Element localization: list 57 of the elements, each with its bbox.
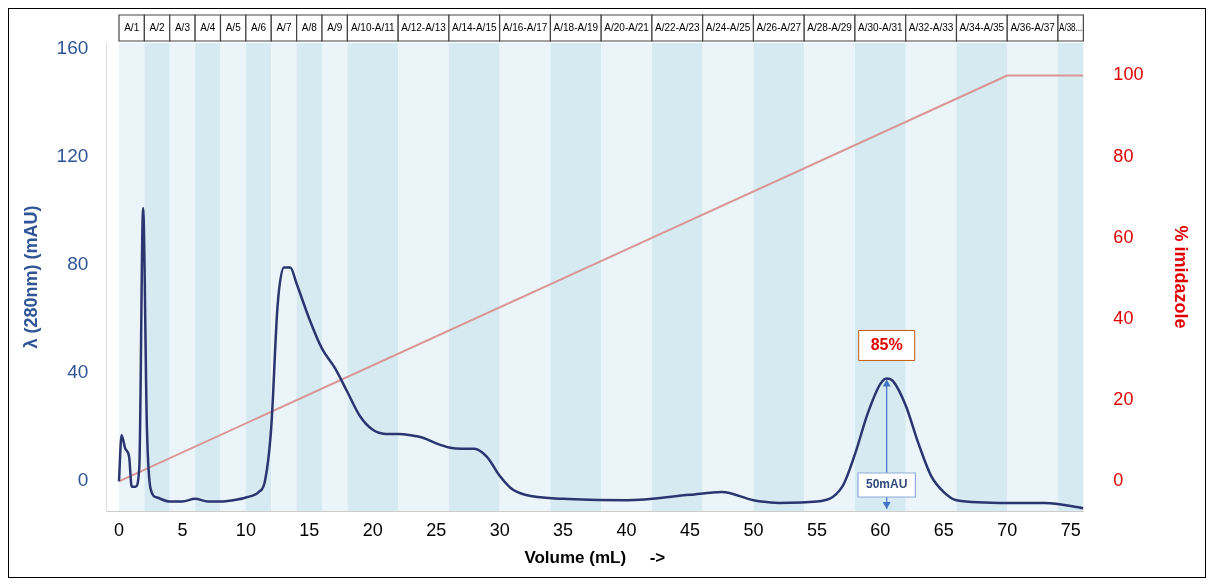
- y-tick-label: 160: [56, 36, 89, 58]
- band-label: A/10-A/11: [350, 21, 396, 33]
- line-series: [117, 206, 1084, 510]
- x-tick-label: 5: [177, 519, 188, 540]
- y-tick-label: 40: [67, 361, 89, 383]
- x-axis-title: Volume (mL) ->: [524, 548, 666, 568]
- x-tick-label: 20: [362, 519, 383, 540]
- x-tick-label: 30: [489, 519, 510, 540]
- band-label: A/32-A/33: [908, 21, 954, 33]
- x-tick-label: 45: [679, 519, 701, 540]
- band-label: A/9: [327, 21, 343, 33]
- y2-tick-label: 80: [1113, 145, 1134, 166]
- x-tick-label: 70: [997, 519, 1018, 540]
- band-label: A/26-A/27: [756, 21, 802, 33]
- x-tick-label: 50: [743, 519, 764, 540]
- y2-tick-label: 40: [1113, 307, 1134, 328]
- band-label: A/20-A/21: [604, 21, 650, 33]
- y2-tick-label: 20: [1113, 389, 1134, 410]
- x-tick-label: 35: [553, 519, 574, 540]
- band-label: A/6: [251, 21, 267, 33]
- y-tick-label: 120: [56, 144, 89, 166]
- band-label: A/16-A/17: [502, 21, 548, 33]
- x-tick-label: 40: [616, 519, 637, 540]
- band-label: A/1: [124, 21, 140, 33]
- band-label: A/3: [174, 21, 191, 33]
- band-label: A/5: [225, 21, 242, 33]
- x-tick-label: 15: [299, 519, 320, 540]
- band-label: A/38...: [1059, 21, 1083, 33]
- y-tick-label: 80: [67, 253, 89, 275]
- band-label: A/7: [276, 21, 292, 33]
- annotation: 50mAU: [866, 477, 908, 492]
- x-tick-label: 0: [113, 519, 124, 540]
- band-label: A/14-A/15: [452, 21, 497, 33]
- y2-tick-label: 60: [1113, 226, 1134, 247]
- band-label: A/4: [200, 21, 216, 33]
- band-label: A/30-A/31: [858, 21, 904, 33]
- band-label: A/12-A/13: [401, 21, 447, 33]
- y2-tick-label: 0: [1113, 470, 1124, 491]
- x-tick-label: 25: [426, 519, 447, 540]
- y-axis-title: λ (280nm) (mAU): [20, 205, 41, 349]
- x-tick-label: 75: [1060, 519, 1081, 540]
- y-tick-label: 0: [77, 469, 89, 491]
- band-label: A/8: [301, 21, 318, 33]
- band-label: A/24-A/25: [705, 21, 751, 33]
- band-label: A/22-A/23: [655, 21, 700, 33]
- band-label: A/18-A/19: [553, 21, 599, 33]
- y2-tick-label: 100: [1113, 64, 1144, 85]
- annotation: 85%: [870, 335, 903, 353]
- x-tick-label: 10: [235, 519, 256, 540]
- band-label: A/36-A/37: [1010, 21, 1056, 33]
- band-label: A/28-A/29: [807, 21, 853, 33]
- x-tick-label: 55: [806, 519, 827, 540]
- x-tick-label: 60: [870, 519, 891, 540]
- band-label: A/2: [149, 21, 165, 33]
- x-tick-label: 65: [933, 519, 954, 540]
- band-label: A/34-A/35: [959, 21, 1005, 33]
- y2-axis-title: % imidazole: [1171, 225, 1192, 329]
